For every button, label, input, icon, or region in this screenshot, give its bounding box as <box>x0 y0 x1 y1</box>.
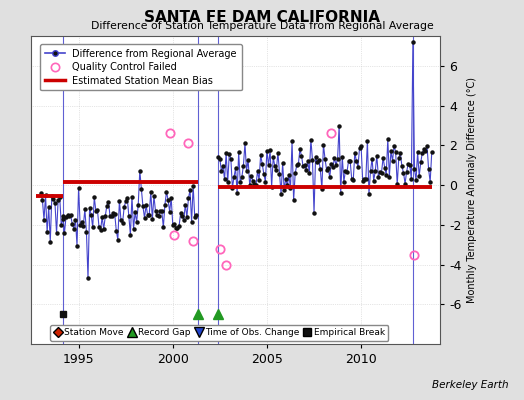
Text: Difference of Station Temperature Data from Regional Average: Difference of Station Temperature Data f… <box>91 21 433 31</box>
Text: SANTA FE DAM CALIFORNIA: SANTA FE DAM CALIFORNIA <box>144 10 380 25</box>
Y-axis label: Monthly Temperature Anomaly Difference (°C): Monthly Temperature Anomaly Difference (… <box>467 77 477 303</box>
Legend: Station Move, Record Gap, Time of Obs. Change, Empirical Break: Station Move, Record Gap, Time of Obs. C… <box>50 325 388 341</box>
Text: Berkeley Earth: Berkeley Earth <box>432 380 508 390</box>
